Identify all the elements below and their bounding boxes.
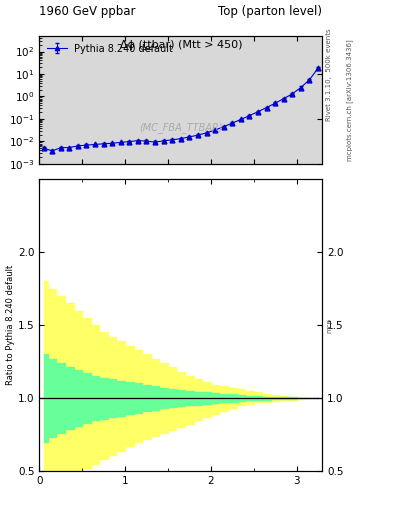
Legend: Pythia 8.240 default: Pythia 8.240 default (44, 40, 176, 56)
Text: Rivet 3.1.10,  500k events: Rivet 3.1.10, 500k events (326, 28, 332, 120)
Text: (MC_FBA_TTBAR): (MC_FBA_TTBAR) (139, 122, 222, 134)
Text: Δϕ (t͟tbar) (Mtt > 450): Δϕ (t͟tbar) (Mtt > 450) (119, 39, 242, 50)
Text: mcplots.cern.ch [arXiv:1306.3436]: mcplots.cern.ch [arXiv:1306.3436] (346, 39, 353, 161)
Text: 1960 GeV ppbar: 1960 GeV ppbar (39, 5, 136, 18)
Text: Top (parton level): Top (parton level) (218, 5, 322, 18)
Y-axis label: Ratio to Pythia 8.240 default: Ratio to Pythia 8.240 default (6, 265, 15, 385)
Text: mcp: mcp (326, 317, 332, 333)
